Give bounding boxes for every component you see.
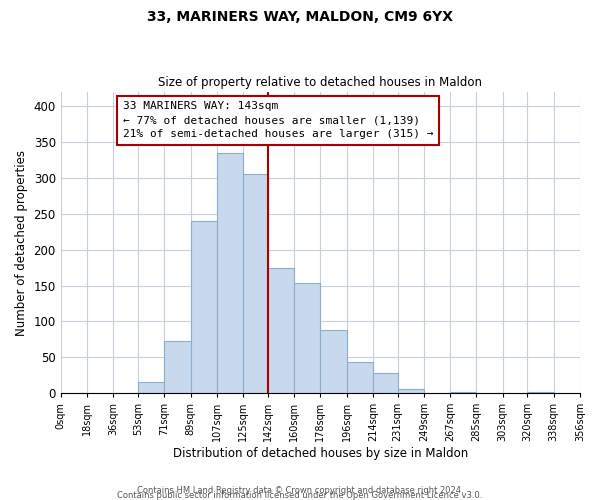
Title: Size of property relative to detached houses in Maldon: Size of property relative to detached ho…: [158, 76, 482, 90]
Bar: [373, 373, 398, 393]
Text: 33, MARINERS WAY, MALDON, CM9 6YX: 33, MARINERS WAY, MALDON, CM9 6YX: [147, 10, 453, 24]
Bar: [527, 392, 554, 393]
Bar: [320, 330, 347, 393]
Bar: [191, 221, 217, 393]
Bar: [450, 392, 476, 393]
Text: Contains HM Land Registry data © Crown copyright and database right 2024.: Contains HM Land Registry data © Crown c…: [137, 486, 463, 495]
Bar: [164, 342, 191, 393]
Bar: [138, 382, 164, 393]
Text: 33 MARINERS WAY: 143sqm
← 77% of detached houses are smaller (1,139)
21% of semi: 33 MARINERS WAY: 143sqm ← 77% of detache…: [123, 101, 433, 139]
X-axis label: Distribution of detached houses by size in Maldon: Distribution of detached houses by size …: [173, 447, 468, 460]
Bar: [243, 174, 268, 393]
Y-axis label: Number of detached properties: Number of detached properties: [15, 150, 28, 336]
Bar: [294, 284, 320, 393]
Bar: [217, 153, 243, 393]
Bar: [347, 362, 373, 393]
Bar: [398, 388, 424, 393]
Text: Contains public sector information licensed under the Open Government Licence v3: Contains public sector information licen…: [118, 490, 482, 500]
Bar: [268, 268, 294, 393]
